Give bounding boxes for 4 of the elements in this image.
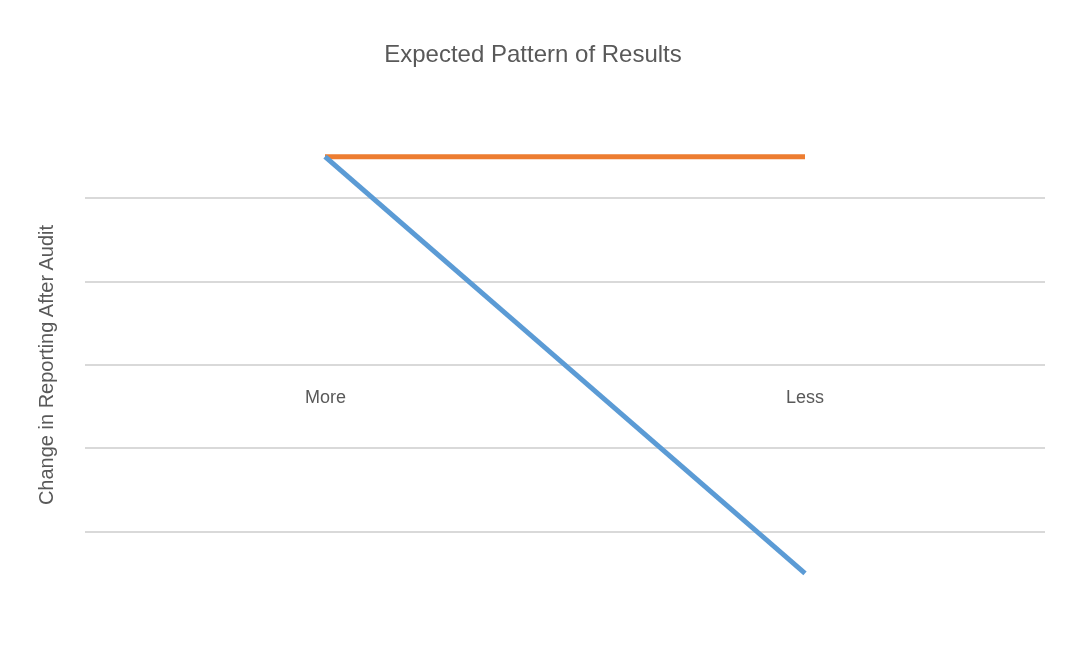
y-axis-title: Change in Reporting After Audit [34, 224, 57, 506]
x-tick-label: More [305, 387, 347, 407]
x-tick-label: Less [786, 387, 825, 407]
chart-title: Expected Pattern of Results [384, 39, 682, 67]
